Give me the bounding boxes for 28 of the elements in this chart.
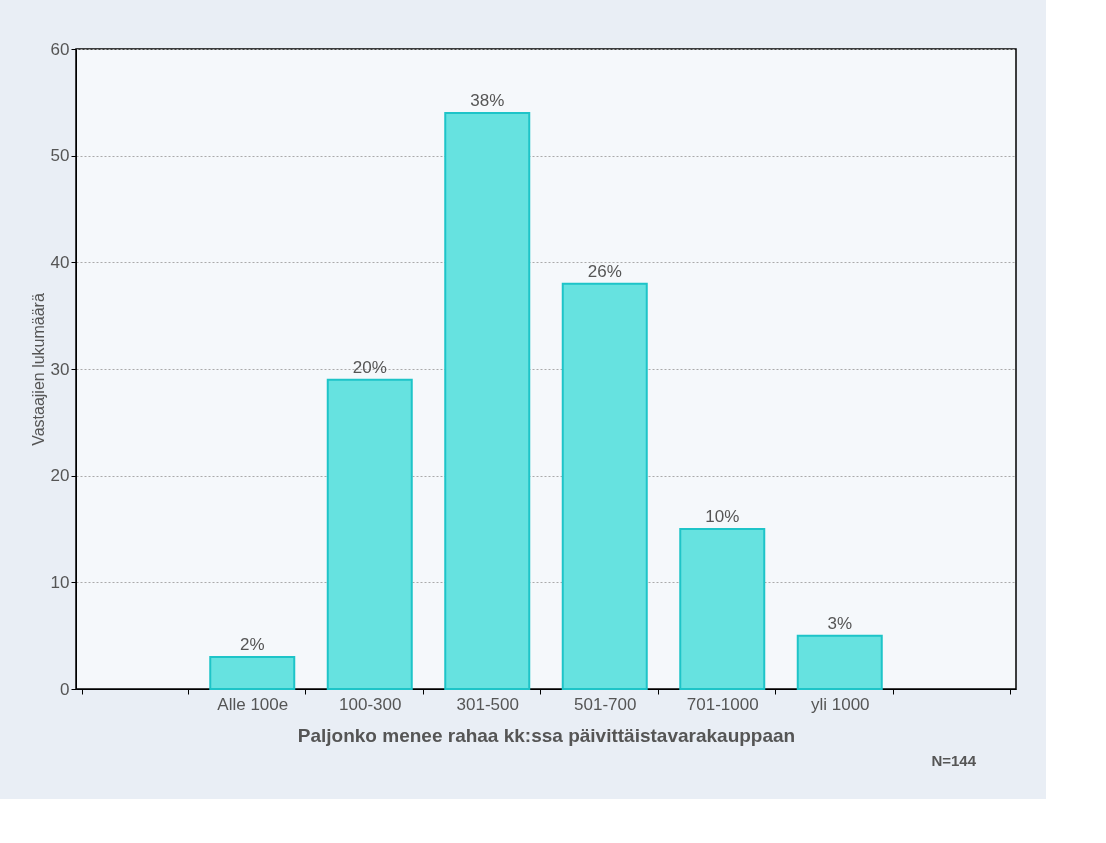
bar xyxy=(444,112,531,690)
text: N=144 xyxy=(931,752,977,769)
y-tick-label: 30 xyxy=(50,359,70,379)
y-tick-label: 50 xyxy=(50,146,70,166)
x-tick-label: Alle 100e xyxy=(217,694,289,714)
annotation: 10% xyxy=(705,507,740,526)
annotation: 26% xyxy=(587,261,622,281)
annotation: 3% xyxy=(827,613,853,633)
bar xyxy=(561,282,648,690)
bar xyxy=(209,656,296,690)
x-tick-label: yli 1000 xyxy=(810,694,870,714)
annotation: 38% xyxy=(470,91,505,110)
y-tick-label: 20 xyxy=(50,466,70,486)
bar xyxy=(326,378,413,690)
y-axis-title: Vastaajien lukumäärä xyxy=(29,293,47,446)
x-tick-label: 501-700 xyxy=(574,694,637,714)
y-tick-label: 10 xyxy=(50,572,70,592)
x-axis-title: Paljonko menee rahaa kk:ssa päivittäistavarakauppaan xyxy=(297,724,796,746)
y-tick-label: 0 xyxy=(60,679,70,699)
annotation: 2% xyxy=(239,635,265,654)
x-tick-label: 100-300 xyxy=(339,694,402,714)
bar xyxy=(796,634,883,690)
y-tick-label: 40 xyxy=(50,252,70,272)
x-tick-label: 301-500 xyxy=(456,694,519,714)
annotation: 20% xyxy=(352,357,387,377)
y-tick-label: 60 xyxy=(50,39,70,59)
bar xyxy=(679,528,766,690)
x-tick-label: 701-1000 xyxy=(686,694,759,714)
